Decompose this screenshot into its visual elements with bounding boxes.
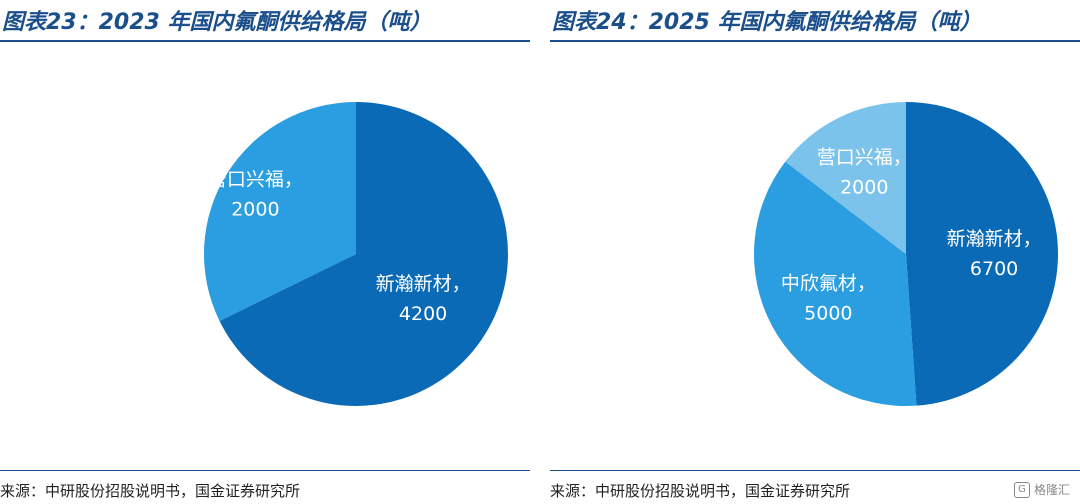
slice-name-label: 中欣氟材， [781,273,876,295]
pie-slice-中欣氟材 [753,161,917,406]
slice-value-label: 6700 [970,258,1018,280]
slice-name-label: 营口兴福， [208,168,303,190]
watermark-text: 格隆汇 [1033,483,1070,497]
slice-value-label: 2000 [231,198,279,220]
source-note: 来源：中研股份招股说明书，国金证券研究所 [550,482,851,500]
pie-slice-营口兴福 [785,102,906,254]
slice-name-label: 新瀚新材， [947,228,1042,250]
source-rule [550,470,1080,471]
chart-panel-2023: 图表23：2023 年国内氟酮供给格局（吨） 新瀚新材， 4200 营口兴福， 200… [0,0,530,504]
pie-slice-新瀚新材 [906,102,1059,406]
watermark: G 格隆汇 [1013,481,1070,498]
slice-name-label: 新瀚新材， [376,273,471,295]
pie-slice-新瀚新材 [219,102,509,406]
chart-panel-2025: 图表24：2025 年国内氟酮供给格局（吨） 新瀚新材， 6700 中欣氟材， 500… [550,0,1080,504]
title-rule [0,40,530,42]
pie-chart-2023: 新瀚新材， 4200 营口兴福， 2000 [203,102,509,406]
chart-title: 图表23：2023 年国内氟酮供给格局（吨） [2,10,432,35]
pie-slice-营口兴福 [203,102,356,321]
slice-name-label: 营口兴福， [817,146,912,168]
slice-value-label: 4200 [399,303,447,325]
chart-title: 图表24：2025 年国内氟酮供给格局（吨） [552,10,982,35]
source-note: 来源：中研股份招股说明书，国金证券研究所 [0,482,301,500]
pie-chart-2025: 新瀚新材， 6700 中欣氟材， 5000 营口兴福， 2000 [753,102,1059,406]
source-rule [0,470,530,471]
slice-value-label: 2000 [840,176,888,198]
title-rule [550,40,1080,42]
watermark-logo-icon: G [1013,481,1030,498]
slice-value-label: 5000 [804,303,852,325]
